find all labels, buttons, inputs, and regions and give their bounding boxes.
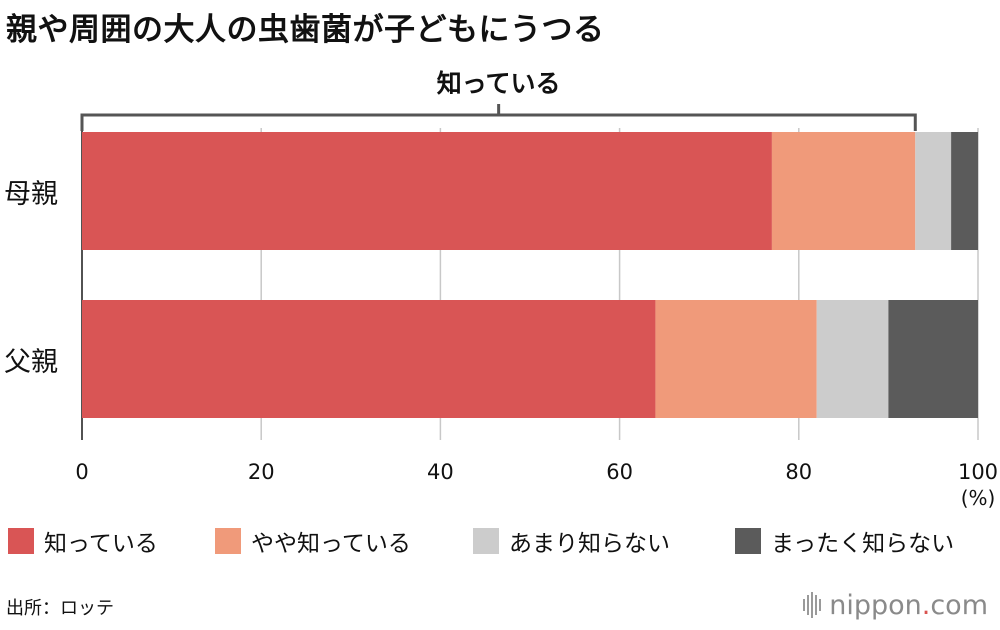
brand-logo: nippon. com [803, 588, 988, 622]
legend-swatch [473, 528, 499, 554]
x-tick-label: 0 [75, 460, 88, 484]
x-tick-label: 20 [248, 460, 275, 484]
x-axis-ticks: 0 20 40 60 80 100(%) [75, 460, 998, 510]
source-note: 出所：ロッテ [6, 598, 114, 619]
brand-name: nippon [829, 589, 922, 621]
legend-item: まったく知らない [735, 523, 954, 559]
bracket-annotation: 知っている [80, 69, 917, 131]
bar-segment [951, 132, 978, 250]
legend-item: 知っている [8, 523, 158, 559]
legend-item: あまり知らない [473, 523, 670, 559]
brand-dot: . [921, 589, 931, 621]
x-tick-label: 80 [785, 460, 812, 484]
bar-segment [816, 300, 889, 418]
legend-swatch [735, 528, 761, 554]
x-tick-label: 40 [427, 460, 454, 484]
bar-segment [82, 300, 656, 418]
bracket-label: 知っている [437, 69, 561, 98]
bracket-line [80, 113, 917, 131]
brand-mark-icon [803, 592, 823, 618]
legend-swatch [215, 528, 241, 554]
x-tick-label: 60 [606, 460, 633, 484]
bar-segment [82, 132, 772, 250]
bar-segment [771, 132, 916, 250]
legend-label: あまり知らない [509, 531, 670, 557]
brand-tld: com [930, 589, 988, 621]
legend-label: まったく知らない [771, 531, 955, 557]
legend-label: やや知っている [251, 531, 411, 557]
chart-title: 親や周囲の大人の虫歯菌が子どもにうつる [6, 12, 605, 48]
category-label: 父親 [4, 347, 58, 378]
x-tick-label: 100 [958, 460, 998, 484]
bars [82, 132, 978, 418]
legend-label: 知っている [44, 531, 158, 557]
bar-segment [888, 300, 978, 418]
legend-swatch [8, 528, 34, 554]
category-label: 母親 [4, 179, 58, 210]
legend-item: やや知っている [215, 523, 411, 559]
x-axis-unit: (%) [961, 486, 996, 510]
bar-segment [655, 300, 817, 418]
bar-segment [915, 132, 952, 250]
legend: 知っている やや知っている あまり知らない まったく知らない [8, 523, 1000, 559]
